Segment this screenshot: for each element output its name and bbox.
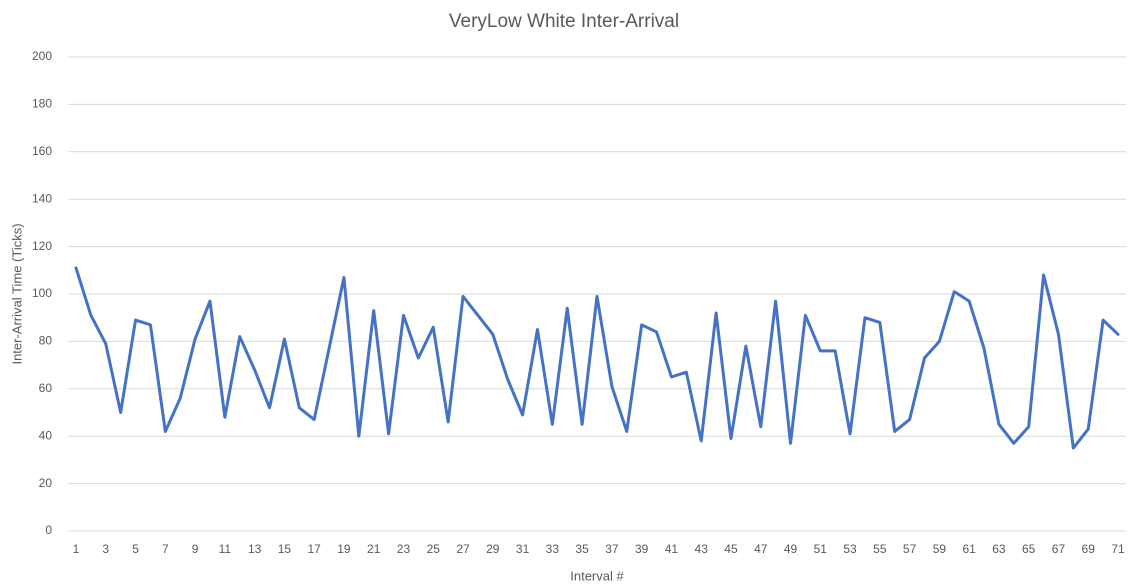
x-tick-label: 1 <box>73 542 80 556</box>
x-tick-label: 27 <box>456 542 470 556</box>
y-tick-label: 160 <box>32 144 52 158</box>
x-tick-label: 63 <box>992 542 1006 556</box>
y-tick-label: 0 <box>45 523 52 537</box>
x-tick-label: 13 <box>248 542 262 556</box>
x-tick-label: 7 <box>162 542 169 556</box>
y-tick-label: 40 <box>39 428 53 442</box>
x-tick-label: 3 <box>102 542 109 556</box>
x-tick-label: 53 <box>843 542 857 556</box>
y-tick-label: 120 <box>32 239 52 253</box>
x-axis-title: Interval # <box>570 568 624 583</box>
x-tick-label: 17 <box>307 542 321 556</box>
y-tick-label: 60 <box>39 381 53 395</box>
chart-title: VeryLow White Inter-Arrival <box>449 11 679 32</box>
x-tick-label: 35 <box>575 542 589 556</box>
x-tick-label: 51 <box>814 542 828 556</box>
x-tick-label: 23 <box>397 542 411 556</box>
x-tick-label: 9 <box>192 542 199 556</box>
x-tick-label: 39 <box>635 542 649 556</box>
x-tick-label: 15 <box>278 542 292 556</box>
x-tick-label: 37 <box>605 542 619 556</box>
x-tick-label: 57 <box>903 542 917 556</box>
x-tick-label: 59 <box>933 542 947 556</box>
x-tick-label: 69 <box>1082 542 1096 556</box>
y-tick-label: 20 <box>39 476 53 490</box>
y-tick-label: 100 <box>32 286 52 300</box>
x-tick-label: 25 <box>427 542 441 556</box>
y-tick-label: 140 <box>32 191 52 205</box>
x-tick-label: 29 <box>486 542 500 556</box>
x-tick-label: 45 <box>724 542 738 556</box>
y-tick-label: 180 <box>32 97 52 111</box>
x-tick-label: 47 <box>754 542 768 556</box>
x-tick-label: 19 <box>337 542 351 556</box>
x-tick-label: 65 <box>1022 542 1036 556</box>
x-tick-label: 31 <box>516 542 530 556</box>
x-tick-label: 71 <box>1111 542 1125 556</box>
x-tick-label: 11 <box>219 542 232 556</box>
y-tick-label: 80 <box>39 334 53 348</box>
x-tick-label: 21 <box>367 542 381 556</box>
x-tick-label: 43 <box>695 542 709 556</box>
y-tick-label: 200 <box>32 49 52 63</box>
y-axis-title: Inter-Arrival Time (Ticks) <box>9 223 24 364</box>
x-tick-label: 49 <box>784 542 798 556</box>
x-tick-label: 5 <box>132 542 139 556</box>
x-tick-label: 41 <box>665 542 679 556</box>
x-tick-label: 61 <box>962 542 976 556</box>
x-tick-label: 55 <box>873 542 887 556</box>
x-tick-label: 67 <box>1052 542 1066 556</box>
x-tick-label: 33 <box>546 542 560 556</box>
data-line <box>74 266 1120 450</box>
